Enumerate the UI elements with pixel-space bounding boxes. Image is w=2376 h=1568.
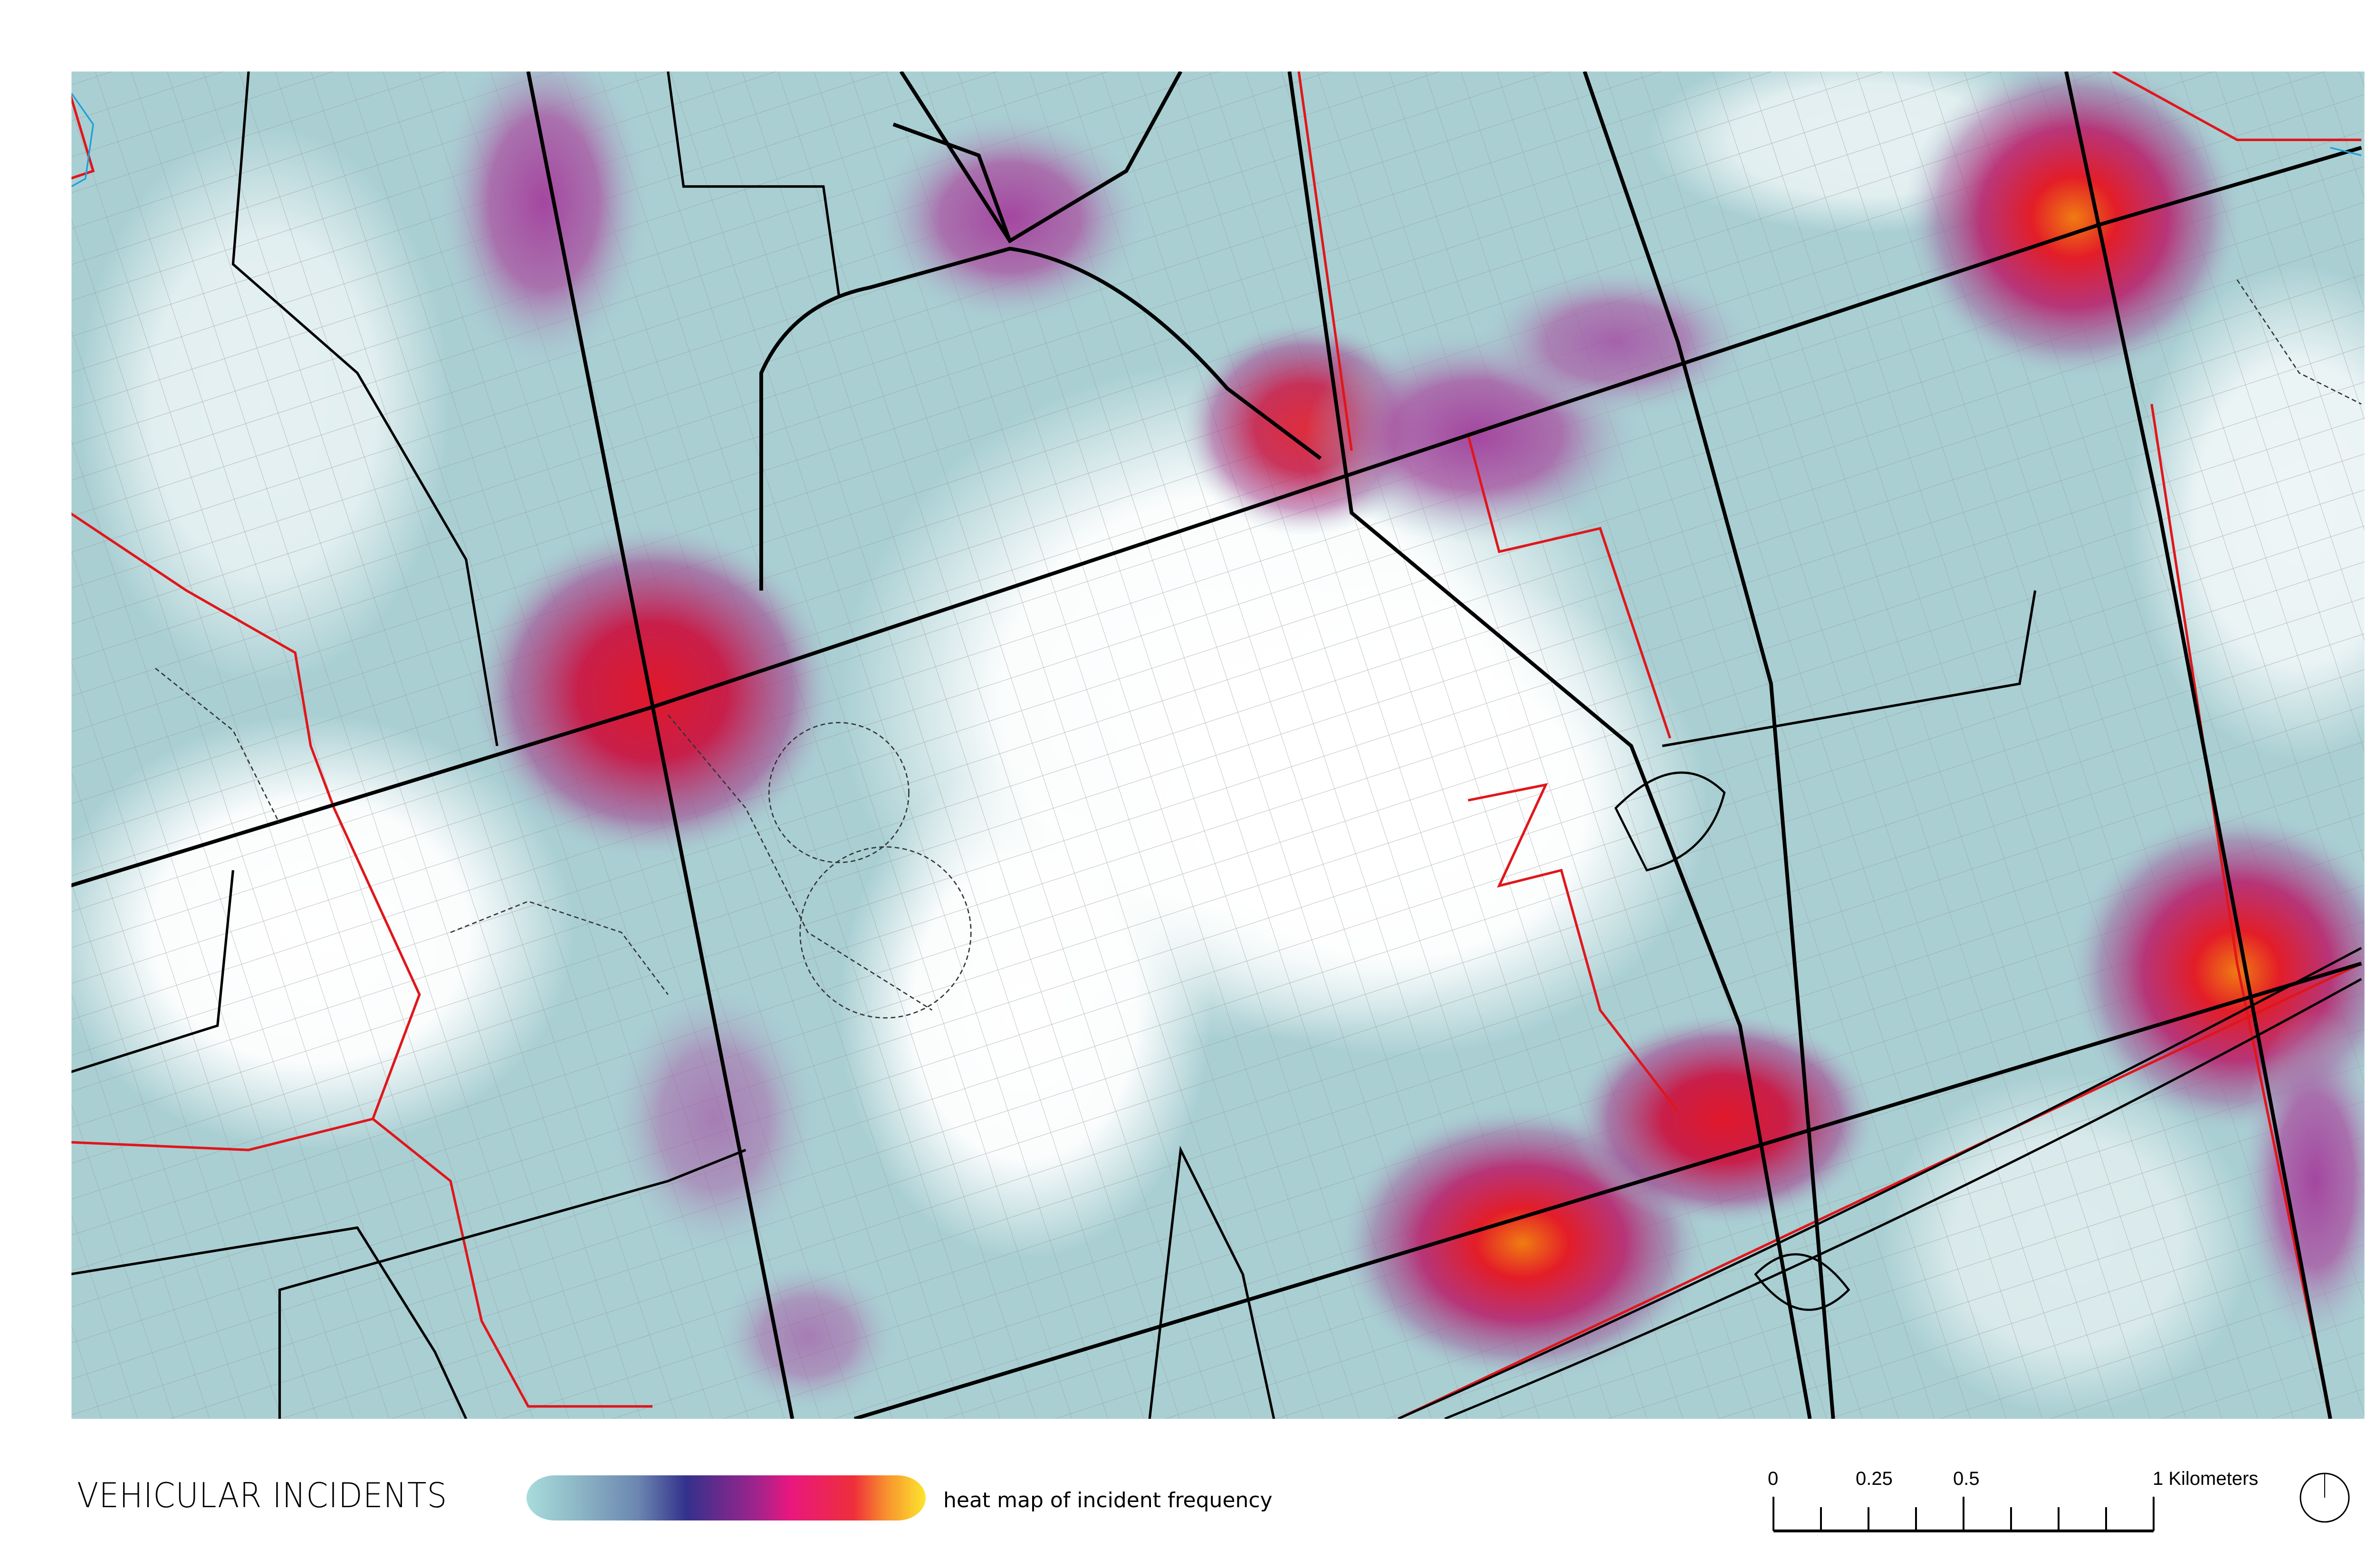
map-frame	[71, 71, 2365, 1419]
water-features	[71, 93, 2362, 187]
scale-ruler	[1772, 1497, 2155, 1532]
scale-label-1km: 1 Kilometers	[2153, 1468, 2259, 1489]
heat-legend-label: heat map of incident frequency	[943, 1488, 1273, 1512]
major-roads	[71, 71, 2362, 1419]
scale-label-0: 0	[1768, 1468, 1779, 1489]
scale-label-025: 0.25	[1856, 1468, 1893, 1489]
scale-bar: 0 0.25 0.5 1 Kilometers	[1768, 1468, 2258, 1535]
north-arrow-icon	[2299, 1472, 2350, 1523]
map-title: VEHICULAR INCIDENTS	[77, 1475, 448, 1515]
incident-hotspots	[435, 71, 2365, 1415]
heat-color-ramp	[527, 1475, 926, 1520]
scale-label-05: 0.5	[1953, 1468, 1980, 1489]
trails	[155, 279, 2362, 1019]
